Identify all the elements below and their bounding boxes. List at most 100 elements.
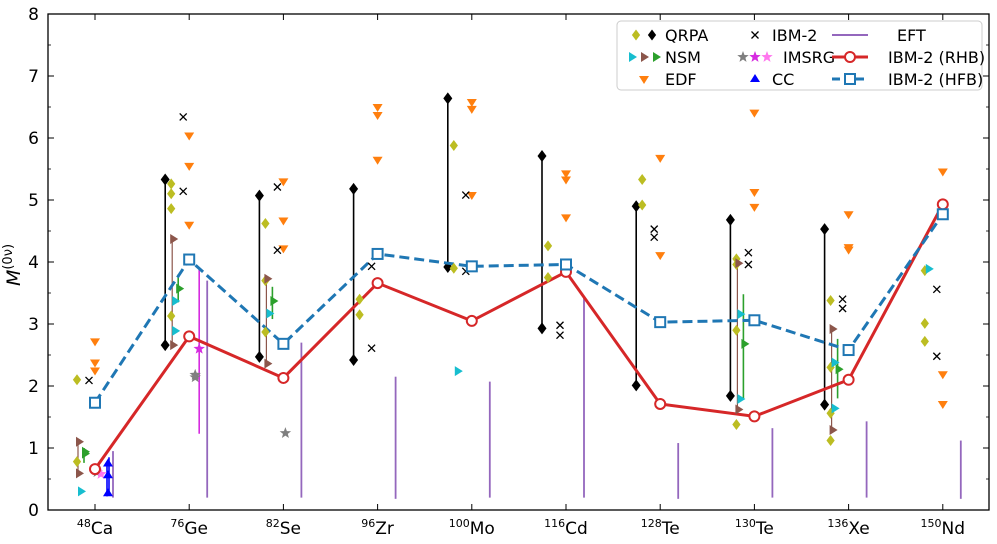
edf-point (372, 112, 383, 121)
x-tick-label-130Te: 130Te (735, 517, 774, 539)
legend-nsm-green-marker (653, 52, 661, 62)
rhb-point (183, 330, 196, 343)
hfb-point (654, 316, 667, 329)
qrpa-point (355, 309, 364, 321)
nsm-brown-point (264, 273, 273, 284)
qrpa-point (826, 435, 835, 447)
edf-point (655, 252, 666, 261)
edf-point (90, 367, 100, 376)
hfb-point (936, 208, 949, 221)
ibm2-point (273, 246, 282, 255)
legend-imsrg-gray-marker (737, 51, 749, 62)
legend-label-rhb: IBM-2 (RHB) (888, 48, 985, 67)
edf-point (843, 246, 854, 255)
hfb-point (277, 337, 290, 350)
legend-label-imsrg: IMSRG (783, 48, 835, 67)
qrpa-point (261, 326, 270, 338)
range-bars-layer (77, 92, 839, 497)
y-tick-labels: 0 1 2 3 4 5 6 7 8 (28, 5, 39, 521)
qrpa-point (167, 203, 176, 215)
legend-qrpa-olive-marker (631, 29, 641, 41)
qrpa-point (167, 310, 176, 322)
nsm-brown-point (76, 436, 84, 447)
series-lines-layer (93, 203, 945, 470)
imsrg-gray-point (279, 427, 292, 438)
ibm2-point (838, 304, 847, 313)
rhb-point (371, 277, 384, 290)
edf-point (184, 221, 195, 230)
nsm-green-point (82, 448, 90, 459)
x-tick-label-100Mo: 100Mo (449, 517, 495, 539)
qrpa-range-low-marker (349, 353, 359, 366)
edf-point (278, 178, 289, 187)
ibm2-point (932, 352, 941, 361)
qrpa-point (920, 317, 929, 329)
legend-imsrg-pink-marker (761, 51, 773, 62)
edf-point (372, 104, 383, 112)
y-tick-label: 8 (28, 5, 39, 25)
rhb-point (465, 314, 478, 327)
y-tick-label: 6 (28, 129, 39, 149)
nsm-cyan-point (78, 486, 86, 497)
x-tick-label-76Ge: 76Ge (170, 517, 208, 539)
edf-point (561, 170, 571, 179)
points-layer (72, 99, 949, 497)
cc-point (103, 488, 113, 497)
nsm-green-point (835, 364, 844, 375)
qrpa-range-high-marker (725, 213, 735, 226)
edf-point (466, 192, 477, 201)
edf-point (937, 400, 948, 409)
x-tick-label-136Xe: 136Xe (827, 517, 869, 539)
legend-label-qrpa: QRPA (665, 26, 708, 45)
edf-point (937, 371, 948, 380)
nsm-cyan-point (925, 263, 934, 274)
hfb-point (748, 314, 761, 327)
edf-point (278, 217, 289, 226)
rhb-series-line (93, 203, 945, 470)
hfb-point (183, 253, 196, 266)
y-axis-label: M(0ν) (1, 244, 25, 286)
legend-label-nsm: NSM (665, 48, 701, 67)
edf-point (466, 99, 477, 108)
qrpa-range-low-marker (631, 379, 641, 392)
qrpa-point (826, 294, 835, 306)
edf-point (90, 359, 100, 368)
ibm2-point (932, 285, 941, 294)
legend-label-eft: EFT (897, 26, 926, 45)
rhb-point (936, 198, 949, 211)
legend-qrpa-black-marker (647, 29, 657, 41)
ibm2-point (367, 262, 376, 271)
legend-box (616, 20, 983, 91)
qrpa-point (543, 272, 553, 283)
nsm-green-point (176, 283, 185, 294)
legend-ibm2-marker (751, 31, 759, 39)
qrpa-range-low-marker (820, 398, 830, 411)
legend: QRPA NSM EDF IBM-2 IMSRG CC EFT IBM-2 (RHB) IBM-… (616, 20, 985, 91)
qrpa-point (638, 174, 647, 186)
nsm-brown-point (264, 358, 273, 369)
edf-point (184, 132, 195, 141)
rhb-point (842, 373, 855, 386)
qrpa-point (732, 324, 741, 336)
ibm2-point (650, 225, 659, 234)
qrpa-point (920, 335, 929, 347)
imsrg-gray-point (189, 368, 201, 380)
edf-point (655, 154, 666, 163)
edf-point (749, 188, 760, 197)
nsm-green-point (741, 338, 750, 349)
hfb-point (465, 260, 478, 273)
qrpa-point (638, 199, 647, 211)
legend-nsm-cyan-marker (629, 52, 637, 62)
edf-point (184, 162, 195, 171)
nsm-brown-point (170, 234, 179, 245)
x-tick-label-48Ca: 48Ca (77, 517, 113, 539)
nsm-cyan-point (831, 403, 840, 414)
legend-label-edf: EDF (665, 70, 697, 89)
qrpa-range-high-marker (254, 189, 264, 202)
nsm-cyan-point (172, 296, 181, 307)
qrpa-point (543, 240, 553, 252)
hfb-point (371, 247, 384, 260)
y-tick-label: 7 (28, 67, 39, 87)
cc-point (103, 470, 113, 479)
nsm-cyan-point (831, 357, 840, 368)
